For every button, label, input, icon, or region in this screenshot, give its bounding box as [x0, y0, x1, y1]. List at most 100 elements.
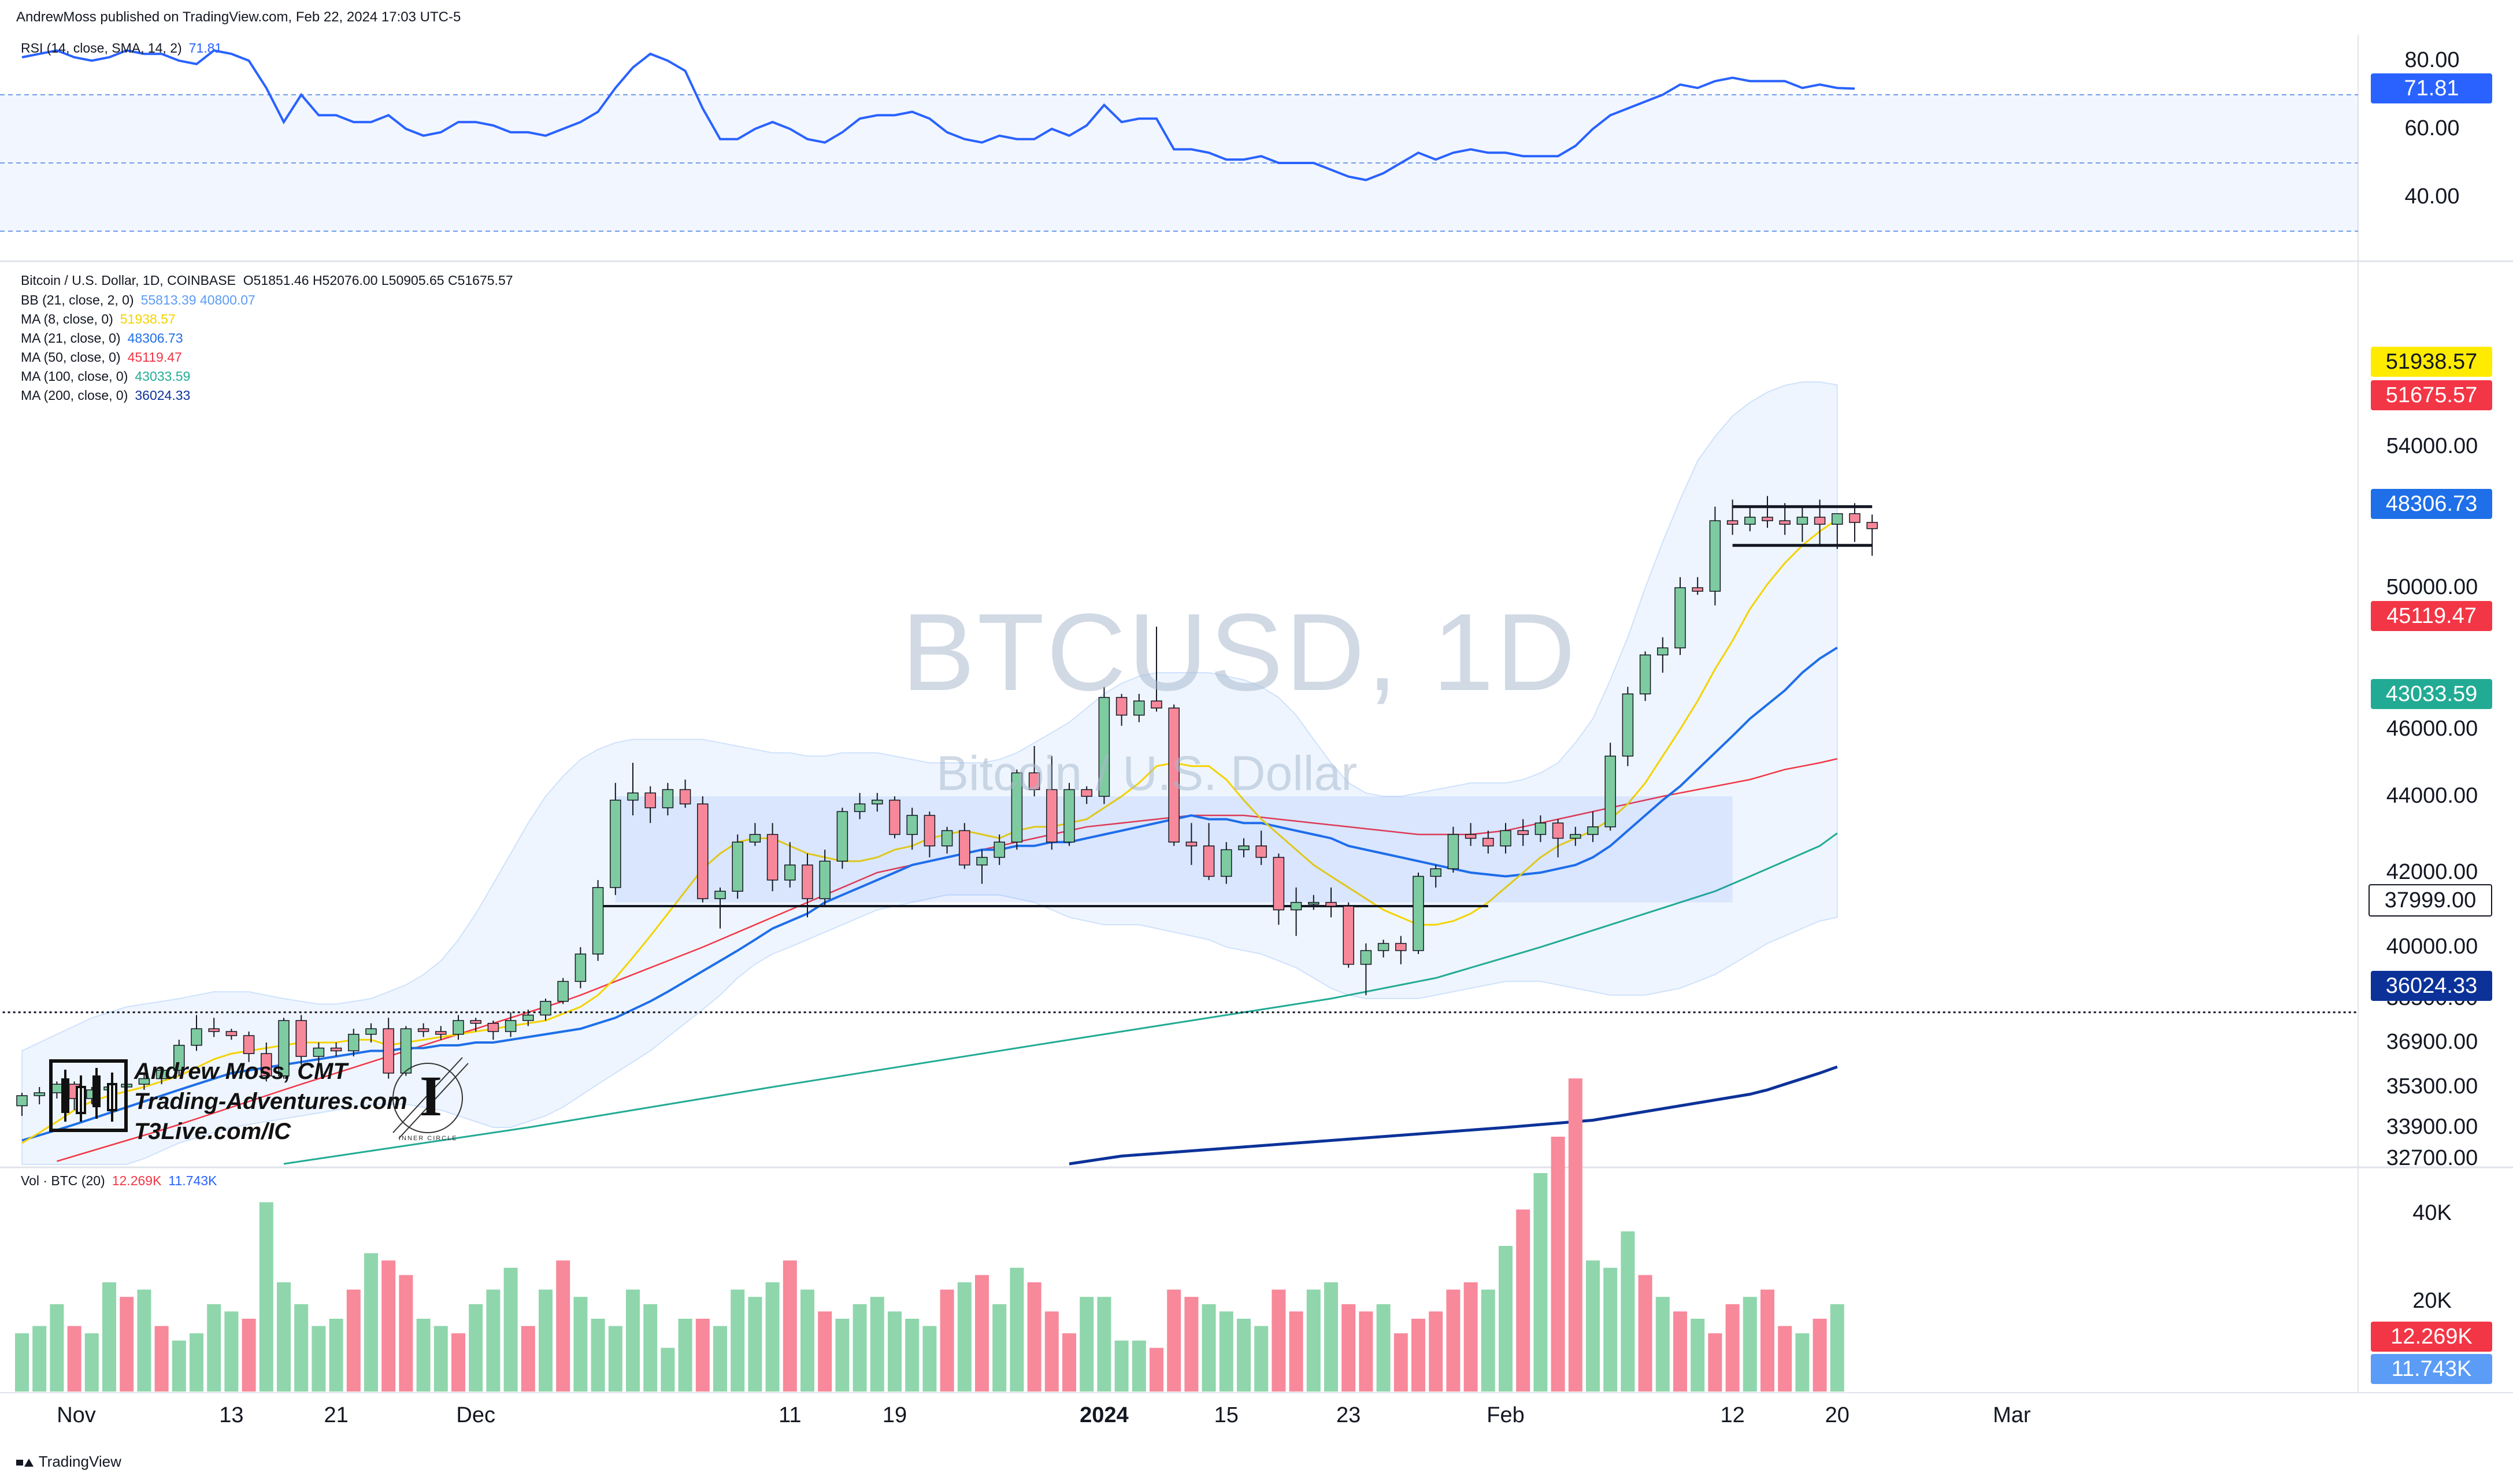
publish-header: AndrewMoss published on TradingView.com,…: [16, 9, 461, 25]
rsi-pane: [0, 49, 2358, 232]
indicator-value: 45119.47: [127, 350, 182, 365]
rsi-legend-value: 71.81: [188, 40, 223, 55]
rsi-axis-label: 60.00: [2404, 116, 2460, 140]
volume-bar: [451, 1333, 465, 1392]
indicator-legend[interactable]: MA (8, close, 0) 51938.57: [21, 311, 176, 327]
x-axis-label: Mar: [1993, 1403, 2031, 1427]
candle: [697, 796, 709, 903]
volume-bar: [539, 1289, 553, 1392]
candle-body: [173, 1045, 185, 1071]
volume-bar: [591, 1319, 605, 1392]
volume-legend[interactable]: Vol · BTC (20) 12.269K 11.743K: [21, 1173, 217, 1189]
candle-body: [1726, 520, 1739, 525]
indicator-value: 48306.73: [127, 331, 183, 346]
volume-bar: [1673, 1311, 1687, 1392]
volume-bar: [1621, 1231, 1635, 1392]
x-axis-label: 12: [1720, 1403, 1745, 1427]
candle: [749, 823, 761, 846]
indicator-legend[interactable]: BB (21, close, 2, 0) 55813.39 40800.07: [21, 292, 255, 308]
candle-body: [1639, 654, 1651, 695]
price-label: 51675.57: [2371, 380, 2492, 410]
candle-body: [889, 799, 900, 835]
candle-body: [313, 1047, 325, 1057]
volume-bar: [678, 1319, 692, 1392]
candle-body: [1151, 700, 1162, 708]
candle: [592, 880, 604, 961]
volume-axis-label: 40K: [2412, 1201, 2452, 1225]
candle-body: [644, 792, 656, 808]
candle: [1081, 786, 1092, 804]
candle: [976, 849, 988, 884]
candle-body: [330, 1047, 342, 1052]
candle: [365, 1023, 377, 1042]
candle-body: [1308, 901, 1319, 905]
volume-bar: [381, 1260, 396, 1392]
indicator-legend[interactable]: MA (21, close, 0) 48306.73: [21, 331, 183, 346]
bollinger-band-fill: [21, 381, 1838, 1165]
candle-body: [1273, 856, 1285, 911]
candle: [1413, 873, 1424, 954]
candle-body: [1604, 755, 1616, 828]
candle: [173, 1040, 185, 1076]
candle-body: [1290, 901, 1302, 911]
price-axis-label: 32700.00: [2386, 1146, 2478, 1170]
volume-bar: [486, 1289, 501, 1392]
candle: [1203, 823, 1215, 880]
candle: [1500, 823, 1511, 854]
rsi-band-fill: [0, 95, 2358, 231]
candle-body: [819, 860, 831, 899]
volume-bar: [1655, 1297, 1670, 1392]
candle-body: [732, 841, 743, 892]
candle-body: [627, 792, 639, 801]
candle-body: [1430, 868, 1441, 877]
volume-bar: [1411, 1319, 1425, 1392]
x-axis-label: 23: [1336, 1403, 1361, 1427]
price-label: 43033.59: [2371, 679, 2492, 709]
candle-body: [34, 1092, 45, 1096]
volume-bar: [573, 1297, 588, 1392]
candle: [627, 763, 639, 815]
candle-body: [1570, 834, 1581, 839]
volume-bar: [1324, 1282, 1338, 1392]
candle-body: [417, 1028, 429, 1032]
tradingview-footer[interactable]: TradingView: [16, 1453, 121, 1471]
volume-bar: [67, 1326, 81, 1392]
volume-bar: [521, 1326, 535, 1392]
candle-body: [138, 1078, 150, 1085]
volume-bar: [1341, 1304, 1356, 1392]
candle: [1709, 506, 1721, 606]
price-label: 48306.73: [2371, 489, 2492, 519]
indicator-label: MA (21, close, 0): [21, 331, 121, 346]
volume-bar: [922, 1326, 937, 1392]
volume-bar: [224, 1311, 239, 1392]
candle: [872, 793, 883, 812]
volume-bars: [15, 1078, 1844, 1392]
candle: [400, 1026, 412, 1076]
candle: [784, 842, 796, 888]
candle-body: [155, 1070, 168, 1079]
symbol-legend[interactable]: Bitcoin / U.S. Dollar, 1D, COINBASE O518…: [21, 273, 513, 288]
volume-bar: [1114, 1340, 1129, 1392]
candle: [1622, 687, 1634, 766]
candle-body: [1168, 707, 1180, 843]
indicator-legend[interactable]: MA (50, close, 0) 45119.47: [21, 350, 182, 365]
candle-body: [610, 799, 621, 888]
candle-body: [749, 834, 761, 843]
indicator-legend[interactable]: MA (100, close, 0) 43033.59: [21, 369, 190, 384]
candle-body: [16, 1095, 28, 1107]
volume-bar: [1062, 1333, 1076, 1392]
rsi-legend[interactable]: RSI (14, close, SMA, 14, 2) 71.81: [21, 40, 222, 56]
indicator-legend[interactable]: MA (200, close, 0) 36024.33: [21, 388, 190, 403]
price-label: 51938.57: [2371, 347, 2492, 377]
candle: [906, 807, 918, 850]
candle-body: [1832, 513, 1843, 525]
volume-axis-label: 20K: [2412, 1289, 2452, 1313]
candle: [1535, 815, 1547, 843]
candle-body: [1115, 697, 1128, 716]
volume-bar: [416, 1319, 431, 1392]
volume-bar: [1760, 1289, 1774, 1392]
x-axis-label: 13: [219, 1403, 244, 1427]
candle: [1098, 687, 1110, 804]
volume-bar: [1813, 1319, 1827, 1392]
